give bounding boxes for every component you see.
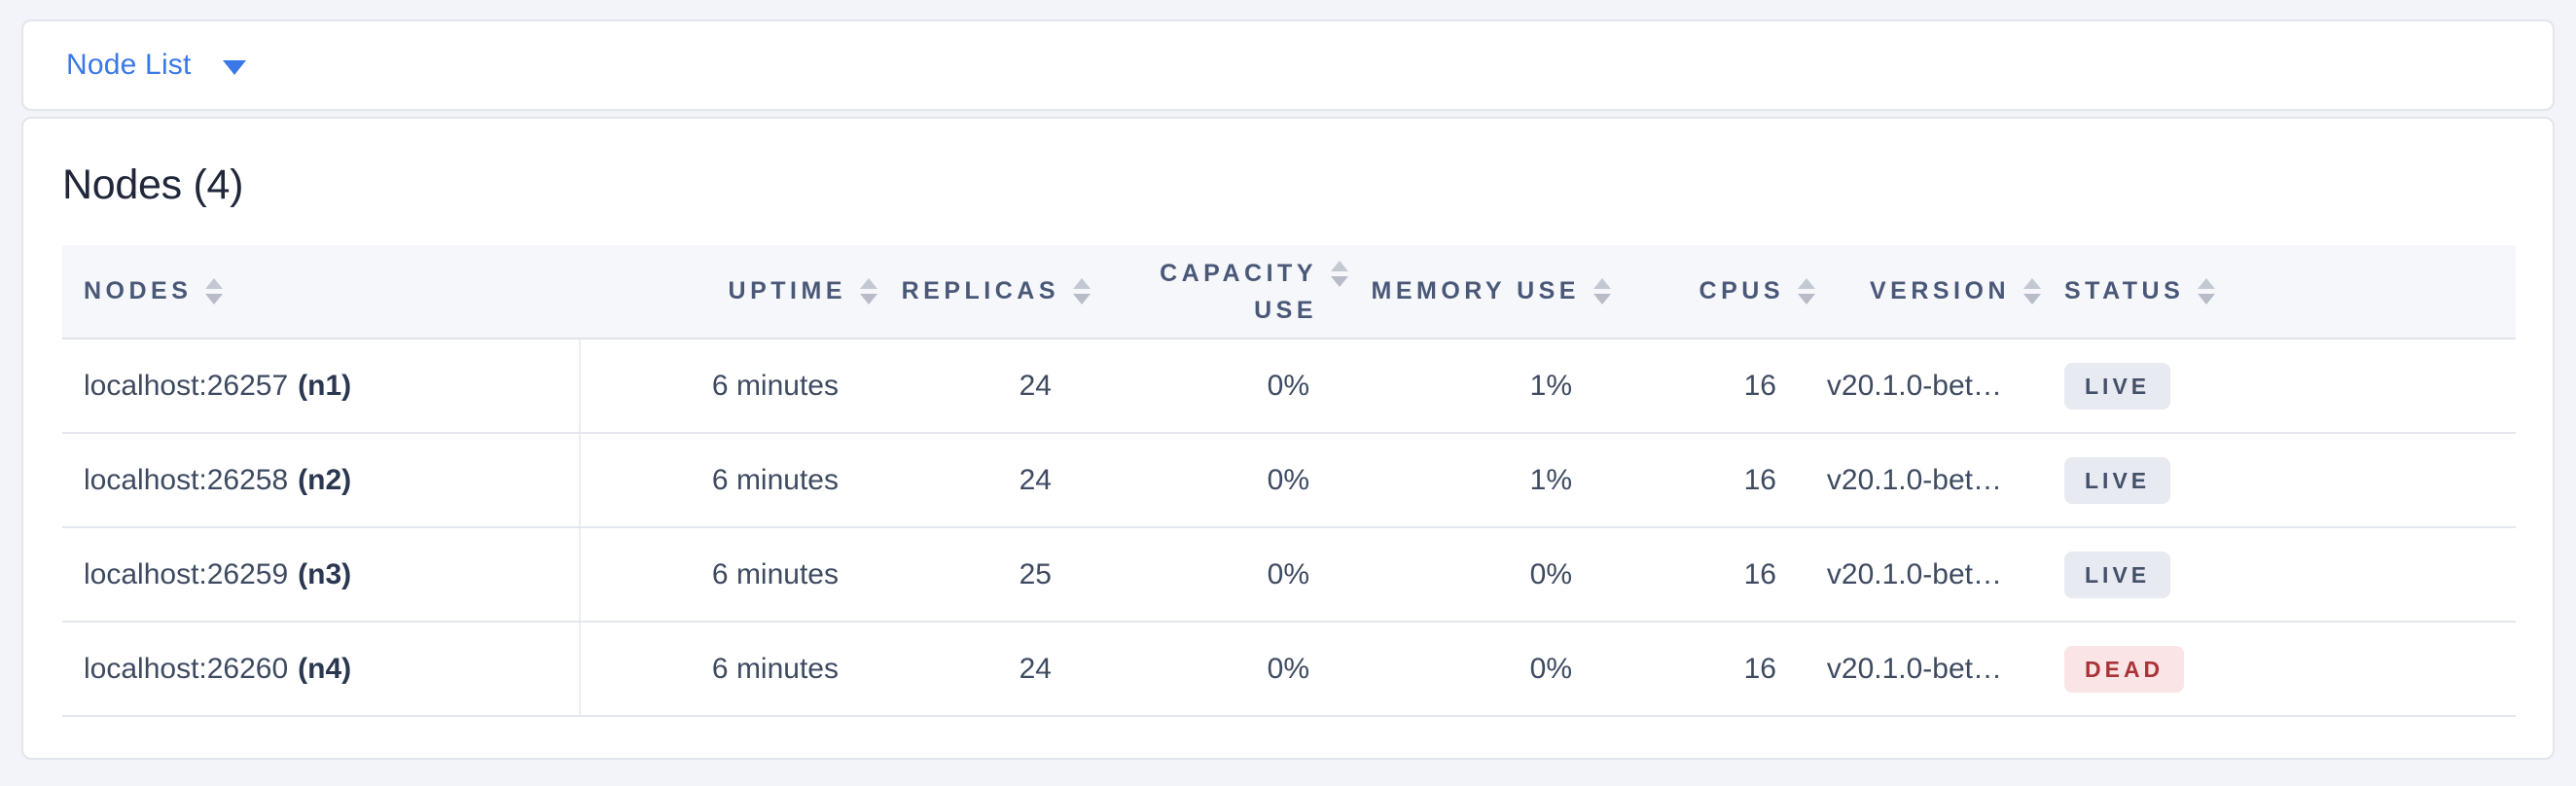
capacity_use-cell: 0% xyxy=(1267,557,1309,590)
status-badge: DEAD xyxy=(2064,645,2185,693)
status-badge: LIVE xyxy=(2064,551,2171,598)
view-dropdown[interactable]: Node List xyxy=(66,49,246,82)
replicas-cell: 24 xyxy=(1019,463,1052,496)
version-cell: v20.1.0-bet… xyxy=(1826,463,2002,496)
sort-arrows-icon xyxy=(2198,278,2216,304)
uptime-cell: 6 minutes xyxy=(711,369,839,402)
column-label: UPTIME xyxy=(728,277,846,304)
node-id: (n2) xyxy=(298,463,352,496)
memory_use-cell: 0% xyxy=(1529,557,1572,590)
status-cell: LIVE xyxy=(2041,434,2515,526)
sort-down-icon xyxy=(2198,294,2216,304)
version-cell: v20.1.0-bet… xyxy=(1826,652,2002,685)
column-header-capacity_use[interactable]: CAPACITY USE xyxy=(1091,245,1348,338)
status-badge: LIVE xyxy=(2064,456,2171,504)
column-header-nodes[interactable]: NODES xyxy=(62,245,581,338)
uptime-cell: 6 minutes xyxy=(711,652,839,685)
sort-arrows-icon xyxy=(1593,278,1611,304)
node-id: (n3) xyxy=(298,557,352,590)
panel-title: Nodes (4) xyxy=(62,161,244,208)
sort-arrows-icon xyxy=(1331,261,1348,287)
version-cell: v20.1.0-bet… xyxy=(1826,369,2002,402)
table-body: localhost:26257 (n1) 6 minutes 24 0% 1% 16 v20.… xyxy=(62,339,2516,717)
sort-up-icon xyxy=(1798,278,1815,289)
node-address: localhost:26259 xyxy=(84,557,289,590)
status-badge: LIVE xyxy=(2064,362,2171,410)
sort-down-icon xyxy=(1593,294,1611,304)
sort-arrows-icon xyxy=(2023,278,2041,304)
cpus-cell: 16 xyxy=(1743,652,1776,685)
column-header-status[interactable]: STATUS xyxy=(2041,245,2515,338)
table-row[interactable]: localhost:26259 (n3) 6 minutes 25 0% 0% 16 v20.… xyxy=(62,528,2516,623)
uptime-cell: 6 minutes xyxy=(711,463,839,496)
sort-up-icon xyxy=(1331,261,1348,271)
nodes-table: NODES UPTIME REPLICAS CAPACITY USE MEMORY US… xyxy=(62,245,2516,717)
sort-arrows-icon xyxy=(1798,278,1815,304)
sort-up-icon xyxy=(860,278,877,289)
sort-down-icon xyxy=(1073,294,1091,304)
sort-arrows-icon xyxy=(1073,278,1091,304)
node-address-cell: localhost:26259 (n3) xyxy=(62,528,581,621)
sort-up-icon xyxy=(1593,278,1611,289)
sort-arrows-icon xyxy=(860,278,877,304)
node-address: localhost:26257 xyxy=(84,369,289,402)
column-label: REPLICAS xyxy=(901,277,1059,304)
sort-down-icon xyxy=(205,294,224,304)
node-id: (n1) xyxy=(298,369,352,402)
view-dropdown-label: Node List xyxy=(66,49,192,81)
status-cell: LIVE xyxy=(2041,339,2515,432)
column-header-uptime[interactable]: UPTIME xyxy=(581,245,877,338)
column-header-version[interactable]: VERSION xyxy=(1815,245,2041,338)
sort-down-icon xyxy=(1331,276,1348,287)
toolbar-card: Node List xyxy=(21,19,2555,111)
version-cell: v20.1.0-bet… xyxy=(1826,557,2002,590)
memory_use-cell: 1% xyxy=(1529,369,1572,402)
sort-up-icon xyxy=(2023,278,2041,289)
node-id: (n4) xyxy=(298,652,352,685)
capacity_use-cell: 0% xyxy=(1267,463,1309,496)
cpus-cell: 16 xyxy=(1743,463,1776,496)
column-header-cpus[interactable]: CPUS xyxy=(1611,245,1815,338)
column-label: STATUS xyxy=(2064,277,2185,304)
node-address: localhost:26258 xyxy=(84,463,289,496)
sort-down-icon xyxy=(1798,294,1815,304)
column-label: VERSION xyxy=(1869,277,2010,304)
sort-up-icon xyxy=(2198,278,2216,289)
column-label: CAPACITY USE xyxy=(1160,259,1317,324)
node-address: localhost:26260 xyxy=(84,652,289,685)
sort-down-icon xyxy=(860,294,877,304)
sort-arrows-icon xyxy=(205,278,224,304)
sort-up-icon xyxy=(205,278,224,289)
replicas-cell: 24 xyxy=(1019,652,1052,685)
node-address-cell: localhost:26258 (n2) xyxy=(62,434,581,526)
sort-up-icon xyxy=(1073,278,1091,289)
capacity_use-cell: 0% xyxy=(1267,652,1309,685)
column-header-replicas[interactable]: REPLICAS xyxy=(877,245,1091,338)
nodes-panel: Nodes (4) NODES UPTIME REPLICAS CAPACITY US… xyxy=(21,117,2555,760)
memory_use-cell: 0% xyxy=(1529,652,1572,685)
table-row[interactable]: localhost:26258 (n2) 6 minutes 24 0% 1% 16 v20.… xyxy=(62,434,2516,528)
page: Node List Nodes (4) NODES UPTIME REPLICAS C… xyxy=(21,19,2555,760)
node-address-cell: localhost:26257 (n1) xyxy=(62,339,581,432)
table-row[interactable]: localhost:26260 (n4) 6 minutes 24 0% 0% 16 v20.… xyxy=(62,623,2516,717)
cpus-cell: 16 xyxy=(1743,557,1776,590)
uptime-cell: 6 minutes xyxy=(711,557,839,590)
column-label: CPUS xyxy=(1699,277,1784,304)
column-label: MEMORY USE xyxy=(1371,277,1580,304)
column-label: NODES xyxy=(84,277,193,304)
column-header-memory_use[interactable]: MEMORY USE xyxy=(1348,245,1611,338)
replicas-cell: 24 xyxy=(1019,369,1052,402)
table-row[interactable]: localhost:26257 (n1) 6 minutes 24 0% 1% 16 v20.… xyxy=(62,339,2516,434)
memory_use-cell: 1% xyxy=(1529,463,1572,496)
sort-down-icon xyxy=(2023,294,2041,304)
status-cell: LIVE xyxy=(2041,528,2515,621)
capacity_use-cell: 0% xyxy=(1267,369,1309,402)
caret-down-icon xyxy=(222,59,246,75)
node-address-cell: localhost:26260 (n4) xyxy=(62,623,581,715)
replicas-cell: 25 xyxy=(1019,557,1052,590)
table-header-row: NODES UPTIME REPLICAS CAPACITY USE MEMORY US… xyxy=(62,245,2516,339)
cpus-cell: 16 xyxy=(1743,369,1776,402)
status-cell: DEAD xyxy=(2041,623,2515,715)
